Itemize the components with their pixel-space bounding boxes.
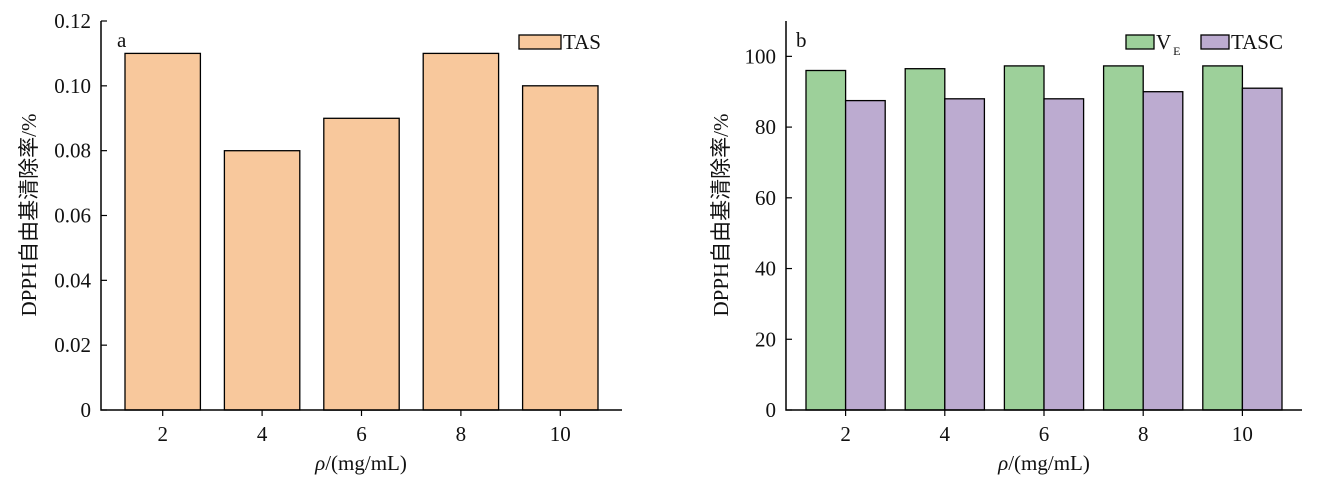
- legend-swatch-ve: [1125, 34, 1155, 50]
- panel-a-xlabel-symbol: ρ: [314, 451, 325, 475]
- xtick-label-b-1: 4: [940, 422, 951, 446]
- ytick-label-b-2: 40: [755, 257, 776, 281]
- panel-b-xlabel-unit: /(mg/mL): [1008, 451, 1090, 475]
- bar-a-s0-c2: [323, 117, 400, 411]
- bar-b-s1-c2: [1043, 98, 1085, 411]
- panel-a-xlabel-unit: /(mg/mL): [325, 451, 407, 475]
- bar-b-s0-c4: [1202, 65, 1244, 411]
- xtick-label-b-4: 10: [1232, 422, 1253, 446]
- panel-b-xlabel: ρ/(mg/mL): [997, 451, 1090, 475]
- bar-b-s0-c3: [1102, 65, 1144, 411]
- legend-label-ve-sub: E: [1173, 44, 1180, 58]
- bar-b-s1-c4: [1241, 87, 1283, 411]
- panel-a-plot: 0 0.02 0.04 0.06 0.08 0.10 0.12 2 4 6 8 10: [54, 9, 622, 446]
- xtick-label-b-2: 6: [1039, 422, 1050, 446]
- panel-b-xlabel-symbol: ρ: [997, 451, 1008, 475]
- ytick-label-a-5: 0.10: [54, 74, 91, 98]
- ytick-label-a-6: 0.12: [54, 9, 91, 33]
- ytick-label-b-1: 20: [755, 327, 776, 351]
- ytick-label-b-0: 0: [766, 398, 777, 422]
- ytick-label-a-1: 0.02: [54, 333, 91, 357]
- bar-b-s1-c3: [1142, 91, 1184, 411]
- legend-label-ve-main: V: [1156, 30, 1171, 54]
- legend-label-tas: TAS: [563, 30, 601, 54]
- panel-b-label: b: [796, 28, 807, 52]
- xtick-label-a-0: 2: [157, 422, 168, 446]
- ytick-label-b-4: 80: [755, 115, 776, 139]
- bar-b-s1-c0: [844, 99, 886, 411]
- legend-swatch-tas: [518, 34, 562, 50]
- bar-a-s0-c0: [124, 52, 202, 411]
- panel-a-xlabel: ρ/(mg/mL): [314, 451, 407, 475]
- legend-label-tasc: TASC: [1231, 30, 1283, 54]
- bar-b-s0-c2: [1003, 65, 1045, 411]
- xtick-label-b-0: 2: [840, 422, 851, 446]
- xtick-label-b-3: 8: [1138, 422, 1149, 446]
- bar-a-s0-c3: [422, 52, 500, 411]
- panel-a-legend: TAS: [518, 30, 601, 54]
- bar-b-s0-c0: [805, 69, 847, 411]
- ytick-label-a-2: 0.04: [54, 268, 91, 292]
- ytick-label-a-4: 0.08: [54, 139, 91, 163]
- ytick-label-a-3: 0.06: [54, 204, 91, 228]
- panel-a: DPPH自由基清除率/% 0 0.02 0.04 0.06 0.08 0.10 0.12 2 4…: [17, 9, 622, 475]
- bar-b-s0-c1: [904, 68, 946, 411]
- ytick-label-a-0: 0: [81, 398, 92, 422]
- bar-b-s1-c1: [944, 98, 986, 411]
- xtick-label-a-3: 8: [456, 422, 467, 446]
- xtick-label-a-4: 10: [550, 422, 571, 446]
- ytick-label-b-3: 60: [755, 186, 776, 210]
- panel-b-plot: 0 20 40 60 80 100 2 4 6 8 10: [745, 21, 1302, 446]
- panel-a-label: a: [117, 28, 127, 52]
- panel-b-ylabel: DPPH自由基清除率/%: [709, 113, 733, 316]
- xtick-label-a-1: 4: [257, 422, 268, 446]
- panel-a-ylabel: DPPH自由基清除率/%: [17, 113, 41, 316]
- ytick-label-b-5: 100: [745, 44, 777, 68]
- xtick-label-a-2: 6: [356, 422, 367, 446]
- bar-a-s0-c4: [521, 85, 599, 411]
- legend-swatch-tasc: [1200, 34, 1230, 50]
- bar-a-s0-c1: [223, 150, 301, 411]
